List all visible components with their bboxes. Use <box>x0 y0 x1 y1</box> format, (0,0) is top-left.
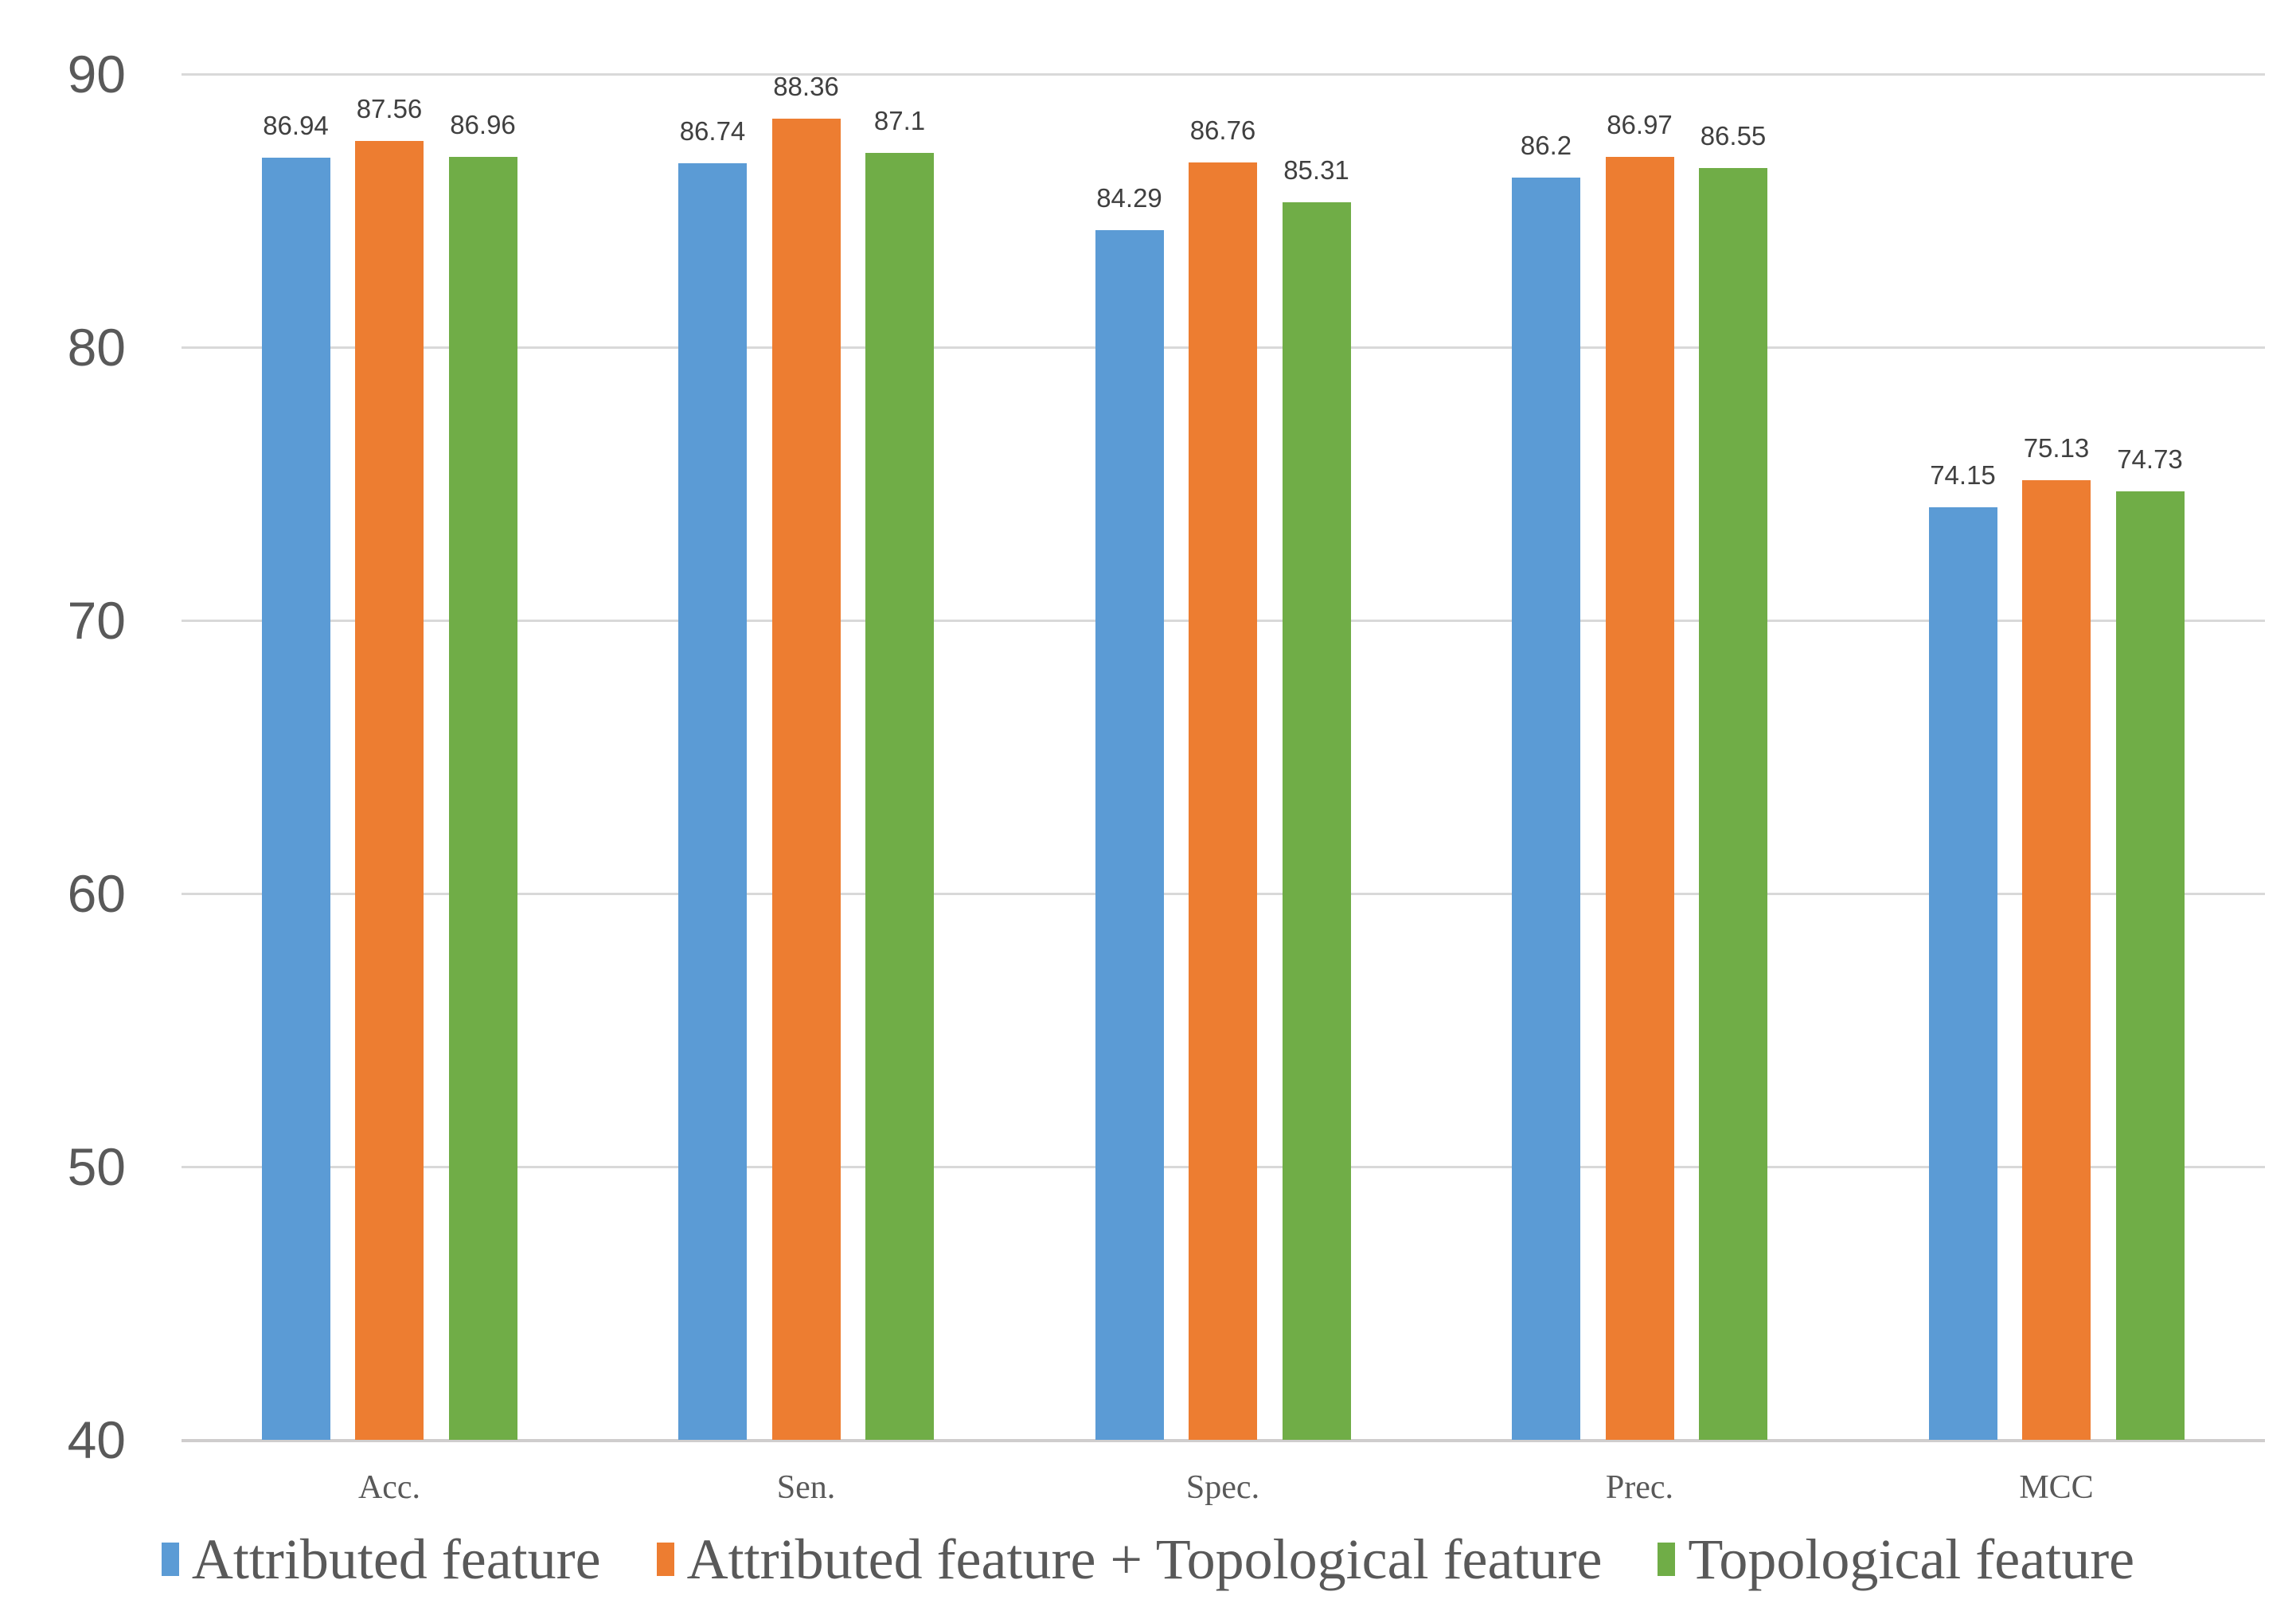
legend-marker-icon <box>161 1543 179 1576</box>
bar-sen-series3 <box>865 153 934 1440</box>
bar-acc-series1 <box>261 157 330 1440</box>
legend: Attributed feature Attributed feature + T… <box>0 1526 2296 1593</box>
data-label: 87.1 <box>873 106 926 136</box>
bar-prec-series3 <box>1699 168 1767 1440</box>
data-label: 86.55 <box>1700 121 1767 151</box>
legend-item: Attributed feature + Topological feature <box>656 1526 1603 1593</box>
data-label: 86.74 <box>679 115 746 146</box>
legend-marker-icon <box>656 1543 674 1576</box>
bar-prec-series1 <box>1512 178 1580 1440</box>
gridline-90 <box>182 73 2265 76</box>
x-axis-line <box>182 1439 2265 1442</box>
bar-mcc-series1 <box>1928 506 1997 1440</box>
x-axis-category-label: Prec. <box>1605 1469 1674 1506</box>
y-axis-tick-label: 40 <box>67 1410 126 1469</box>
legend-marker-icon <box>1658 1543 1676 1576</box>
data-label: 86.97 <box>1607 109 1673 139</box>
bar-mcc-series3 <box>2115 491 2185 1440</box>
data-label: 86.96 <box>450 110 516 140</box>
data-label: 88.36 <box>773 72 839 102</box>
x-axis-category-label: MCC <box>2019 1469 2094 1506</box>
data-label: 74.15 <box>1930 459 1996 490</box>
data-label: 87.56 <box>356 93 423 123</box>
data-label: 75.13 <box>2023 433 2090 463</box>
bar-spec-series1 <box>1095 229 1164 1440</box>
bar-prec-series2 <box>1605 156 1674 1440</box>
data-label: 85.31 <box>1283 154 1349 185</box>
bar-spec-series3 <box>1282 201 1351 1440</box>
y-axis-tick-label: 60 <box>67 864 126 923</box>
y-axis-tick-label: 80 <box>67 318 126 377</box>
x-axis-category-label: Sen. <box>776 1469 836 1506</box>
legend-item: Attributed feature <box>161 1526 601 1593</box>
y-axis-tick-label: 90 <box>67 45 126 104</box>
legend-item: Topological feature <box>1658 1526 2134 1593</box>
y-axis-tick-label: 50 <box>67 1137 126 1196</box>
x-axis-category-label: Acc. <box>357 1469 421 1506</box>
data-label: 86.76 <box>1189 115 1256 146</box>
bar-acc-series2 <box>355 140 424 1440</box>
data-label: 74.73 <box>2117 444 2183 474</box>
legend-label: Attributed feature <box>191 1527 601 1591</box>
bar-mcc-series2 <box>2022 480 2091 1440</box>
data-label: 84.29 <box>1096 182 1162 213</box>
bar-sen-series1 <box>678 162 747 1440</box>
y-axis-tick-label: 70 <box>67 591 126 650</box>
bar-sen-series2 <box>771 119 841 1440</box>
bar-acc-series3 <box>448 157 517 1440</box>
legend-label: Attributed feature + Topological feature <box>686 1527 1603 1591</box>
data-label: 86.2 <box>1520 131 1572 161</box>
data-label: 86.94 <box>263 110 329 140</box>
legend-label: Topological feature <box>1688 1527 2135 1591</box>
bar-spec-series2 <box>1189 162 1257 1440</box>
x-axis-category-label: Spec. <box>1185 1469 1260 1506</box>
